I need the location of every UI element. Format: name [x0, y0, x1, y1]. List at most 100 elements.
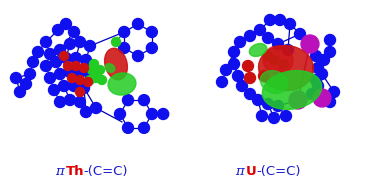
Circle shape: [316, 68, 327, 79]
Circle shape: [313, 89, 331, 107]
Circle shape: [74, 67, 85, 78]
Circle shape: [28, 57, 39, 68]
Text: π: π: [55, 165, 64, 178]
Circle shape: [76, 87, 85, 97]
Circle shape: [294, 28, 305, 39]
Text: π: π: [235, 165, 244, 178]
Circle shape: [60, 18, 71, 30]
Circle shape: [112, 38, 121, 46]
Circle shape: [45, 49, 56, 60]
Circle shape: [245, 31, 256, 41]
Circle shape: [91, 73, 101, 83]
Circle shape: [54, 97, 65, 108]
Circle shape: [59, 52, 68, 60]
Circle shape: [54, 68, 65, 79]
Circle shape: [85, 76, 94, 84]
Circle shape: [48, 84, 59, 95]
Circle shape: [119, 42, 130, 54]
Circle shape: [96, 65, 104, 75]
Circle shape: [265, 15, 276, 25]
Circle shape: [119, 26, 130, 38]
Circle shape: [68, 26, 79, 38]
Circle shape: [220, 65, 231, 76]
Circle shape: [243, 60, 254, 71]
Circle shape: [81, 54, 91, 65]
Circle shape: [274, 68, 285, 79]
Circle shape: [245, 73, 256, 84]
Circle shape: [253, 94, 263, 105]
Circle shape: [273, 100, 284, 111]
Circle shape: [268, 113, 279, 124]
Circle shape: [40, 60, 51, 71]
Text: Th: Th: [66, 165, 85, 178]
Circle shape: [319, 54, 330, 65]
Circle shape: [328, 86, 339, 97]
Ellipse shape: [260, 71, 288, 93]
Circle shape: [133, 51, 144, 62]
Circle shape: [25, 68, 36, 79]
Circle shape: [282, 44, 293, 55]
Circle shape: [138, 122, 150, 133]
Circle shape: [53, 25, 64, 36]
Circle shape: [68, 73, 76, 83]
Circle shape: [65, 67, 76, 78]
Ellipse shape: [259, 45, 313, 91]
Circle shape: [81, 107, 91, 118]
Circle shape: [45, 73, 56, 84]
Circle shape: [71, 52, 82, 63]
Circle shape: [228, 46, 240, 57]
Ellipse shape: [249, 44, 267, 56]
Circle shape: [310, 75, 322, 86]
Circle shape: [147, 108, 158, 119]
Circle shape: [228, 59, 240, 70]
Ellipse shape: [105, 64, 115, 72]
Circle shape: [262, 99, 274, 110]
Ellipse shape: [105, 48, 127, 80]
Circle shape: [122, 95, 133, 106]
Circle shape: [146, 42, 157, 54]
Circle shape: [79, 63, 88, 73]
Circle shape: [11, 73, 22, 84]
Circle shape: [64, 62, 73, 70]
Text: -(C=C): -(C=C): [83, 165, 127, 178]
Circle shape: [273, 39, 284, 49]
Circle shape: [285, 18, 296, 30]
Circle shape: [324, 97, 336, 108]
Circle shape: [301, 35, 319, 53]
Circle shape: [85, 41, 96, 52]
Circle shape: [79, 83, 90, 94]
Circle shape: [76, 76, 85, 84]
Circle shape: [33, 46, 43, 57]
Circle shape: [85, 68, 96, 79]
Circle shape: [87, 65, 96, 75]
Circle shape: [51, 57, 62, 68]
Circle shape: [71, 62, 81, 70]
Circle shape: [276, 71, 285, 81]
Circle shape: [158, 108, 169, 119]
Circle shape: [307, 89, 318, 100]
Circle shape: [257, 110, 268, 121]
Circle shape: [59, 81, 70, 92]
Circle shape: [138, 95, 150, 106]
Circle shape: [20, 78, 31, 89]
Circle shape: [254, 25, 265, 36]
Circle shape: [263, 52, 273, 60]
Circle shape: [324, 34, 336, 46]
Circle shape: [217, 76, 228, 87]
Circle shape: [310, 51, 322, 62]
Circle shape: [274, 15, 285, 25]
Circle shape: [122, 122, 133, 133]
Ellipse shape: [108, 73, 136, 95]
Circle shape: [279, 60, 288, 68]
Circle shape: [232, 70, 243, 81]
Circle shape: [65, 94, 76, 105]
Circle shape: [74, 97, 85, 108]
Circle shape: [259, 70, 270, 81]
Circle shape: [245, 89, 256, 100]
Ellipse shape: [263, 46, 293, 74]
Circle shape: [90, 102, 102, 113]
Circle shape: [65, 39, 76, 49]
Circle shape: [133, 18, 144, 30]
Circle shape: [146, 26, 157, 38]
Circle shape: [313, 81, 324, 92]
